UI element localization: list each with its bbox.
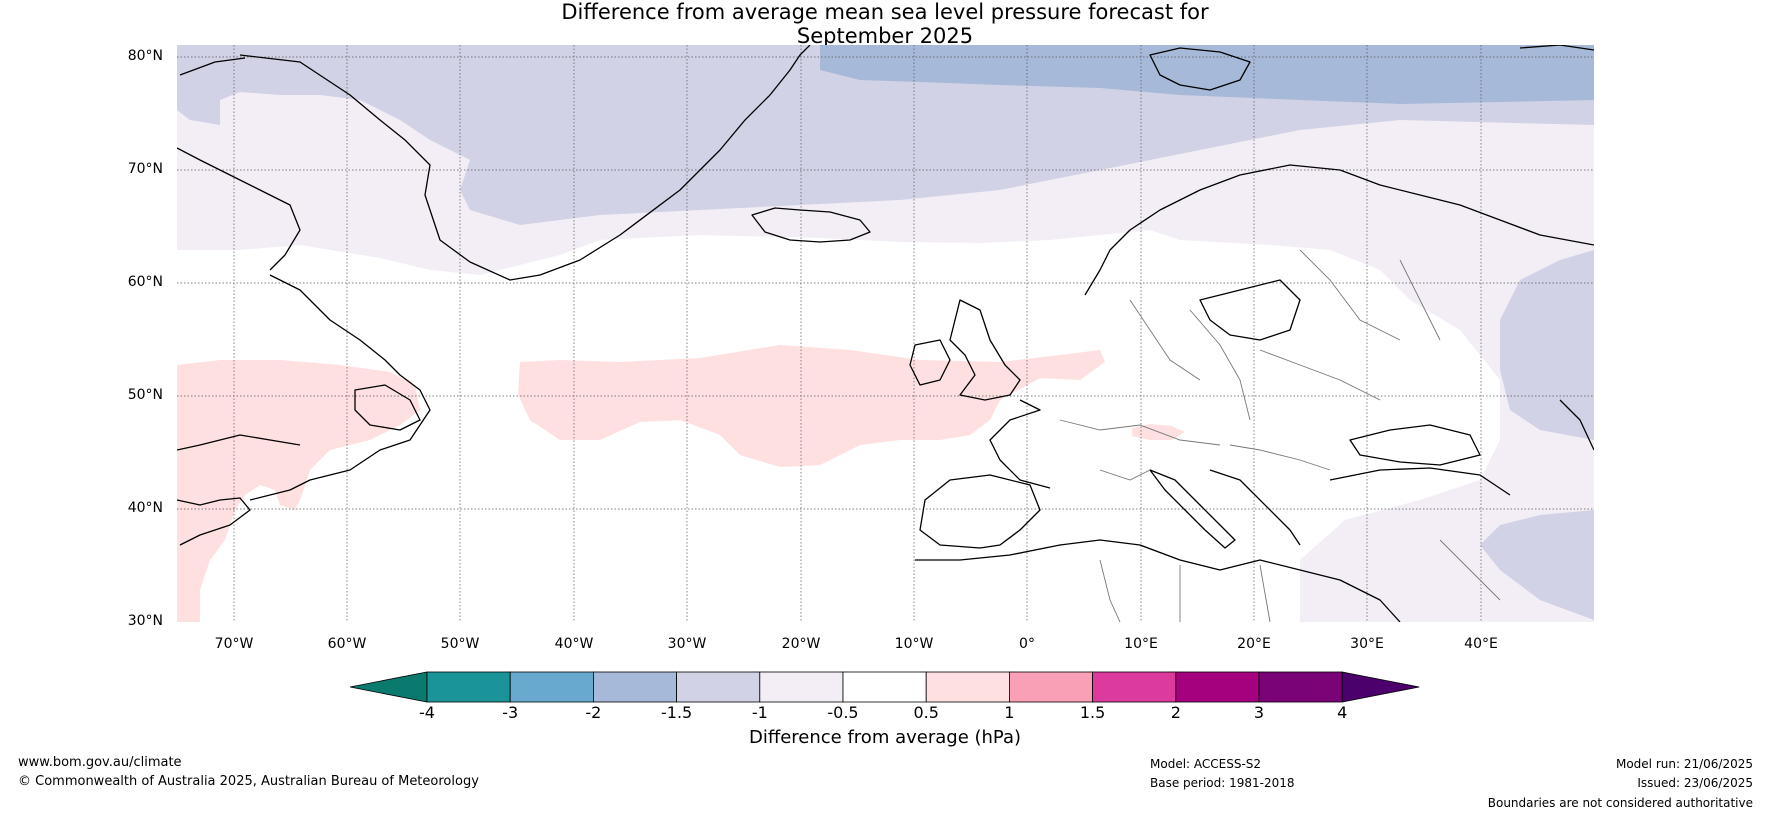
title-line-2: September 2025 <box>796 24 974 48</box>
lon-label-10w: 10°W <box>894 636 934 652</box>
greenland-coast-north <box>179 57 246 76</box>
lon-label-50w: 50°W <box>440 636 480 652</box>
lon-label-30e: 30°E <box>1350 636 1384 652</box>
colorbar-segment <box>676 671 761 703</box>
colorbar-tick-label: -4 <box>419 703 435 722</box>
lon-label-10e: 10°E <box>1124 636 1158 652</box>
colorbar-segment <box>509 671 594 703</box>
base-period-text: Base period: 1981-2018 <box>1150 776 1295 790</box>
italy-coast <box>1149 469 1236 549</box>
franz-josef-coast <box>1519 45 1594 51</box>
model-run-text: Model run: 21/06/2025 <box>1615 757 1753 771</box>
lon-label-20e: 20°E <box>1237 636 1271 652</box>
france-coast <box>989 399 1051 489</box>
anomaly-region-neg-1.5 <box>820 45 1594 104</box>
norway-coast <box>1084 164 1594 296</box>
black-sea-coast <box>1349 424 1481 466</box>
lat-label-30n: 30°N <box>127 613 163 629</box>
labrador-coast <box>249 274 431 501</box>
us-east-coast <box>177 497 251 546</box>
colorbar-segment <box>426 671 511 703</box>
colorbar-segment <box>925 671 1010 703</box>
iberia-coast <box>919 474 1041 549</box>
colorbar-tick-label: 4 <box>1337 703 1348 722</box>
colorbar-tick-label: -1.5 <box>660 703 693 722</box>
colorbar-tick-label: 0.5 <box>913 703 939 722</box>
colorbar-tick-label: 2 <box>1170 703 1181 722</box>
country-borders <box>1059 249 1501 622</box>
colorbar-tick-label: -2 <box>585 703 602 722</box>
colorbar-arrow-low <box>350 671 428 703</box>
lon-label-60w: 60°W <box>327 636 367 652</box>
lon-label-40w: 40°W <box>554 636 594 652</box>
model-text: Model: ACCESS-S2 <box>1150 757 1262 771</box>
coastlines <box>177 45 1594 622</box>
lon-label-40e: 40°E <box>1464 636 1498 652</box>
colorbar-tick-label: 1 <box>1004 703 1015 722</box>
greenland-coast <box>239 45 811 281</box>
lat-label-40n: 40°N <box>127 500 163 516</box>
colorbar-segment <box>759 671 844 703</box>
colorbar <box>350 671 1420 703</box>
colorbar-tick-label: 1.5 <box>1079 703 1106 722</box>
issued-text: Issued: 23/06/2025 <box>1637 776 1753 790</box>
colorbar-segment <box>1092 671 1177 703</box>
lon-label-20w: 20°W <box>781 636 821 652</box>
turkey-coast <box>1329 467 1511 496</box>
lat-label-80n: 80°N <box>127 48 163 64</box>
website-text: www.bom.gov.au/climate <box>18 755 182 770</box>
anomaly-region-pos-0.5-west <box>177 360 420 622</box>
lon-label-0: 0° <box>1019 636 1035 652</box>
north-africa-coast <box>915 539 1401 622</box>
caspian-coast <box>1559 399 1594 451</box>
disclaimer-text: Boundaries are not considered authoritat… <box>1487 796 1753 810</box>
baltic-coast <box>1199 279 1301 341</box>
svalbard-coast <box>1149 47 1251 91</box>
colorbar-segment <box>592 671 677 703</box>
colorbar-tick-label: -1 <box>751 703 768 722</box>
colorbar-tick-label: -0.5 <box>827 703 859 722</box>
great-britain-coast <box>949 299 1021 401</box>
colorbar-tick-label: -3 <box>502 703 519 722</box>
canada-inner <box>177 434 301 451</box>
lat-label-60n: 60°N <box>127 274 163 290</box>
map-title: Difference from average mean sea level p… <box>0 0 1770 48</box>
colorbar-tick-label: 3 <box>1253 703 1265 722</box>
colorbar-segment <box>1258 671 1343 703</box>
anomaly-region-pos-0.5-atlantic <box>518 345 1105 467</box>
ireland-coast <box>909 339 951 386</box>
copyright-text: © Commonwealth of Australia 2025, Austra… <box>18 774 479 789</box>
anomaly-region-neg-1-east <box>1500 250 1594 440</box>
baffin-coast <box>177 147 301 271</box>
iceland-coast <box>751 207 871 243</box>
balkans-coast <box>1209 469 1301 546</box>
colorbar-segment <box>1009 671 1094 703</box>
colorbar-segment <box>842 671 927 703</box>
anomaly-region-neg-1-southeast <box>1480 510 1594 620</box>
newfoundland-coast <box>354 384 421 431</box>
colorbar-arrow-high <box>1341 671 1420 703</box>
lon-label-70w: 70°W <box>214 636 254 652</box>
title-line-1: Difference from average mean sea level p… <box>561 0 1209 24</box>
lat-label-50n: 50°N <box>127 387 163 403</box>
colorbar-segment <box>1175 671 1260 703</box>
colorbar-title: Difference from average (hPa) <box>748 727 1022 748</box>
lat-label-70n: 70°N <box>127 161 163 177</box>
lon-label-30w: 30°W <box>667 636 707 652</box>
graticule <box>177 45 1594 622</box>
